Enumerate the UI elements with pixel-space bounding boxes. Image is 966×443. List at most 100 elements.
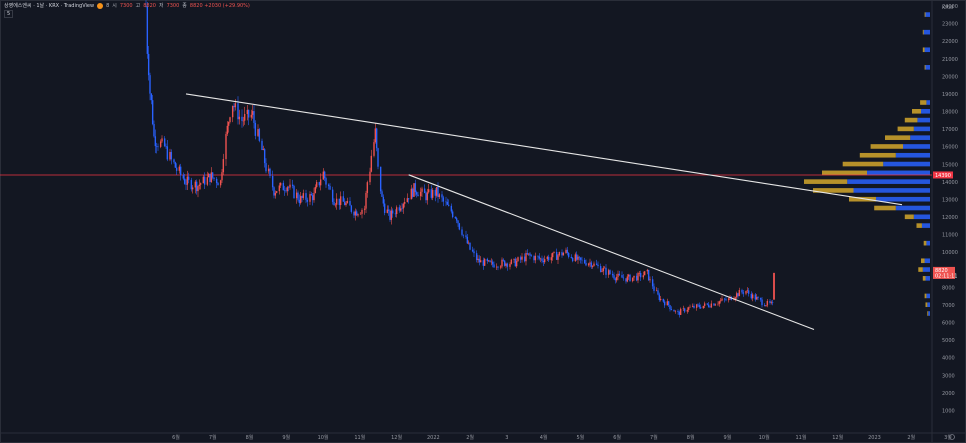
- candle-body: [710, 303, 713, 308]
- candle-body: [489, 260, 491, 262]
- candle-body: [398, 207, 401, 211]
- volume-profile-bar-up: [917, 117, 930, 123]
- volume-profile-bar-down: [925, 302, 928, 308]
- candle-body: [359, 213, 362, 215]
- candle-body: [401, 208, 403, 210]
- candle-body: [487, 260, 490, 262]
- candle-body: [187, 176, 190, 180]
- candle-body: [210, 172, 213, 182]
- symbol-label[interactable]: 상영에스엔씨 · 1날 · KRX · TradingView: [4, 3, 95, 9]
- candle-body: [766, 300, 769, 306]
- candle-body: [490, 261, 493, 263]
- x-tick-label: 6월: [613, 434, 621, 441]
- x-tick-label: 8월: [687, 434, 695, 441]
- volume-profile-bar-up: [913, 214, 930, 220]
- y-tick-label: 17000: [942, 127, 958, 133]
- y-tick-label: 13000: [942, 197, 958, 203]
- candle-body: [322, 171, 325, 180]
- candle-body: [609, 270, 611, 275]
- candle-body: [686, 309, 689, 312]
- candle-body: [638, 272, 641, 274]
- candle-body: [454, 217, 457, 219]
- trendline[interactable]: [185, 93, 903, 206]
- gear-icon[interactable]: [949, 434, 955, 440]
- candle-body: [533, 256, 535, 261]
- candle-body: [375, 128, 378, 149]
- candle-body: [698, 305, 701, 308]
- candle-body: [221, 172, 223, 181]
- candle-body: [262, 149, 265, 151]
- candle-body: [579, 257, 582, 260]
- candle-body: [702, 305, 705, 309]
- candle-body: [258, 129, 261, 141]
- candle-body: [310, 194, 313, 196]
- candle-body: [297, 192, 299, 200]
- candle-body: [318, 182, 321, 186]
- x-tick-label: 2022: [427, 435, 440, 441]
- indicator-toggle[interactable]: 5: [4, 10, 14, 18]
- candle-body: [697, 304, 699, 306]
- volume-profile-bar-up: [913, 126, 930, 132]
- candle-body: [435, 187, 438, 196]
- candle-body: [725, 299, 727, 301]
- candle-body: [155, 146, 158, 147]
- candle-body: [547, 256, 550, 261]
- candle-body: [311, 195, 314, 201]
- y-tick-label: 7000: [942, 303, 955, 309]
- volume-profile-bar-down: [904, 117, 918, 123]
- candle-body: [195, 181, 198, 192]
- candle-body: [229, 117, 231, 123]
- candle-body: [509, 263, 511, 267]
- candle-body: [499, 266, 502, 268]
- candle-body: [462, 234, 465, 236]
- candle-body: [209, 173, 211, 182]
- candle-body: [542, 260, 545, 263]
- x-tick-label: 2월: [907, 434, 915, 441]
- candle-body: [757, 297, 759, 299]
- candle-body: [458, 223, 461, 230]
- candle-body: [741, 290, 743, 293]
- candle-body: [663, 301, 666, 306]
- candle-body: [479, 260, 482, 263]
- candle-body: [515, 261, 518, 267]
- x-tick-label: 6월: [172, 434, 180, 441]
- trendline[interactable]: [408, 174, 815, 331]
- volume-profile-bar-down: [916, 223, 922, 228]
- candle-body: [386, 209, 389, 213]
- x-tick-label: 11월: [795, 434, 806, 441]
- candle-body: [146, 6, 149, 54]
- candle-body: [497, 266, 499, 268]
- y-tick-label: 21000: [942, 57, 958, 63]
- candle-body: [366, 182, 369, 193]
- candle-body: [735, 293, 738, 298]
- candle-body: [567, 253, 570, 257]
- volume-profile-bar-down: [912, 109, 921, 114]
- x-tick-label: 7월: [209, 434, 217, 441]
- candle-body: [750, 293, 753, 299]
- volume-profile-bar-down: [920, 100, 927, 105]
- volume-profile-bar-up: [928, 311, 930, 316]
- candle-body: [687, 307, 690, 310]
- candle-body: [530, 255, 533, 257]
- y-tick-label: 5000: [942, 338, 955, 344]
- volume-profile-bar-up: [924, 47, 930, 53]
- candle-body: [673, 309, 675, 312]
- candle-body: [166, 146, 169, 160]
- candle-body: [213, 177, 215, 179]
- candle-body: [625, 278, 627, 282]
- candle-body: [727, 298, 730, 301]
- volume-profile-bar-down: [923, 240, 927, 246]
- candle-body: [546, 256, 549, 260]
- candle-body: [529, 253, 531, 256]
- candle-body: [755, 297, 758, 300]
- candle-body: [421, 188, 423, 192]
- candle-body: [585, 263, 587, 266]
- candle-body: [769, 300, 771, 303]
- candle-body: [191, 187, 194, 190]
- x-tick-label: 12월: [391, 434, 402, 441]
- candle-body: [231, 105, 234, 118]
- candle-body: [395, 207, 398, 215]
- candle-body: [445, 201, 447, 203]
- candle-body: [446, 201, 449, 205]
